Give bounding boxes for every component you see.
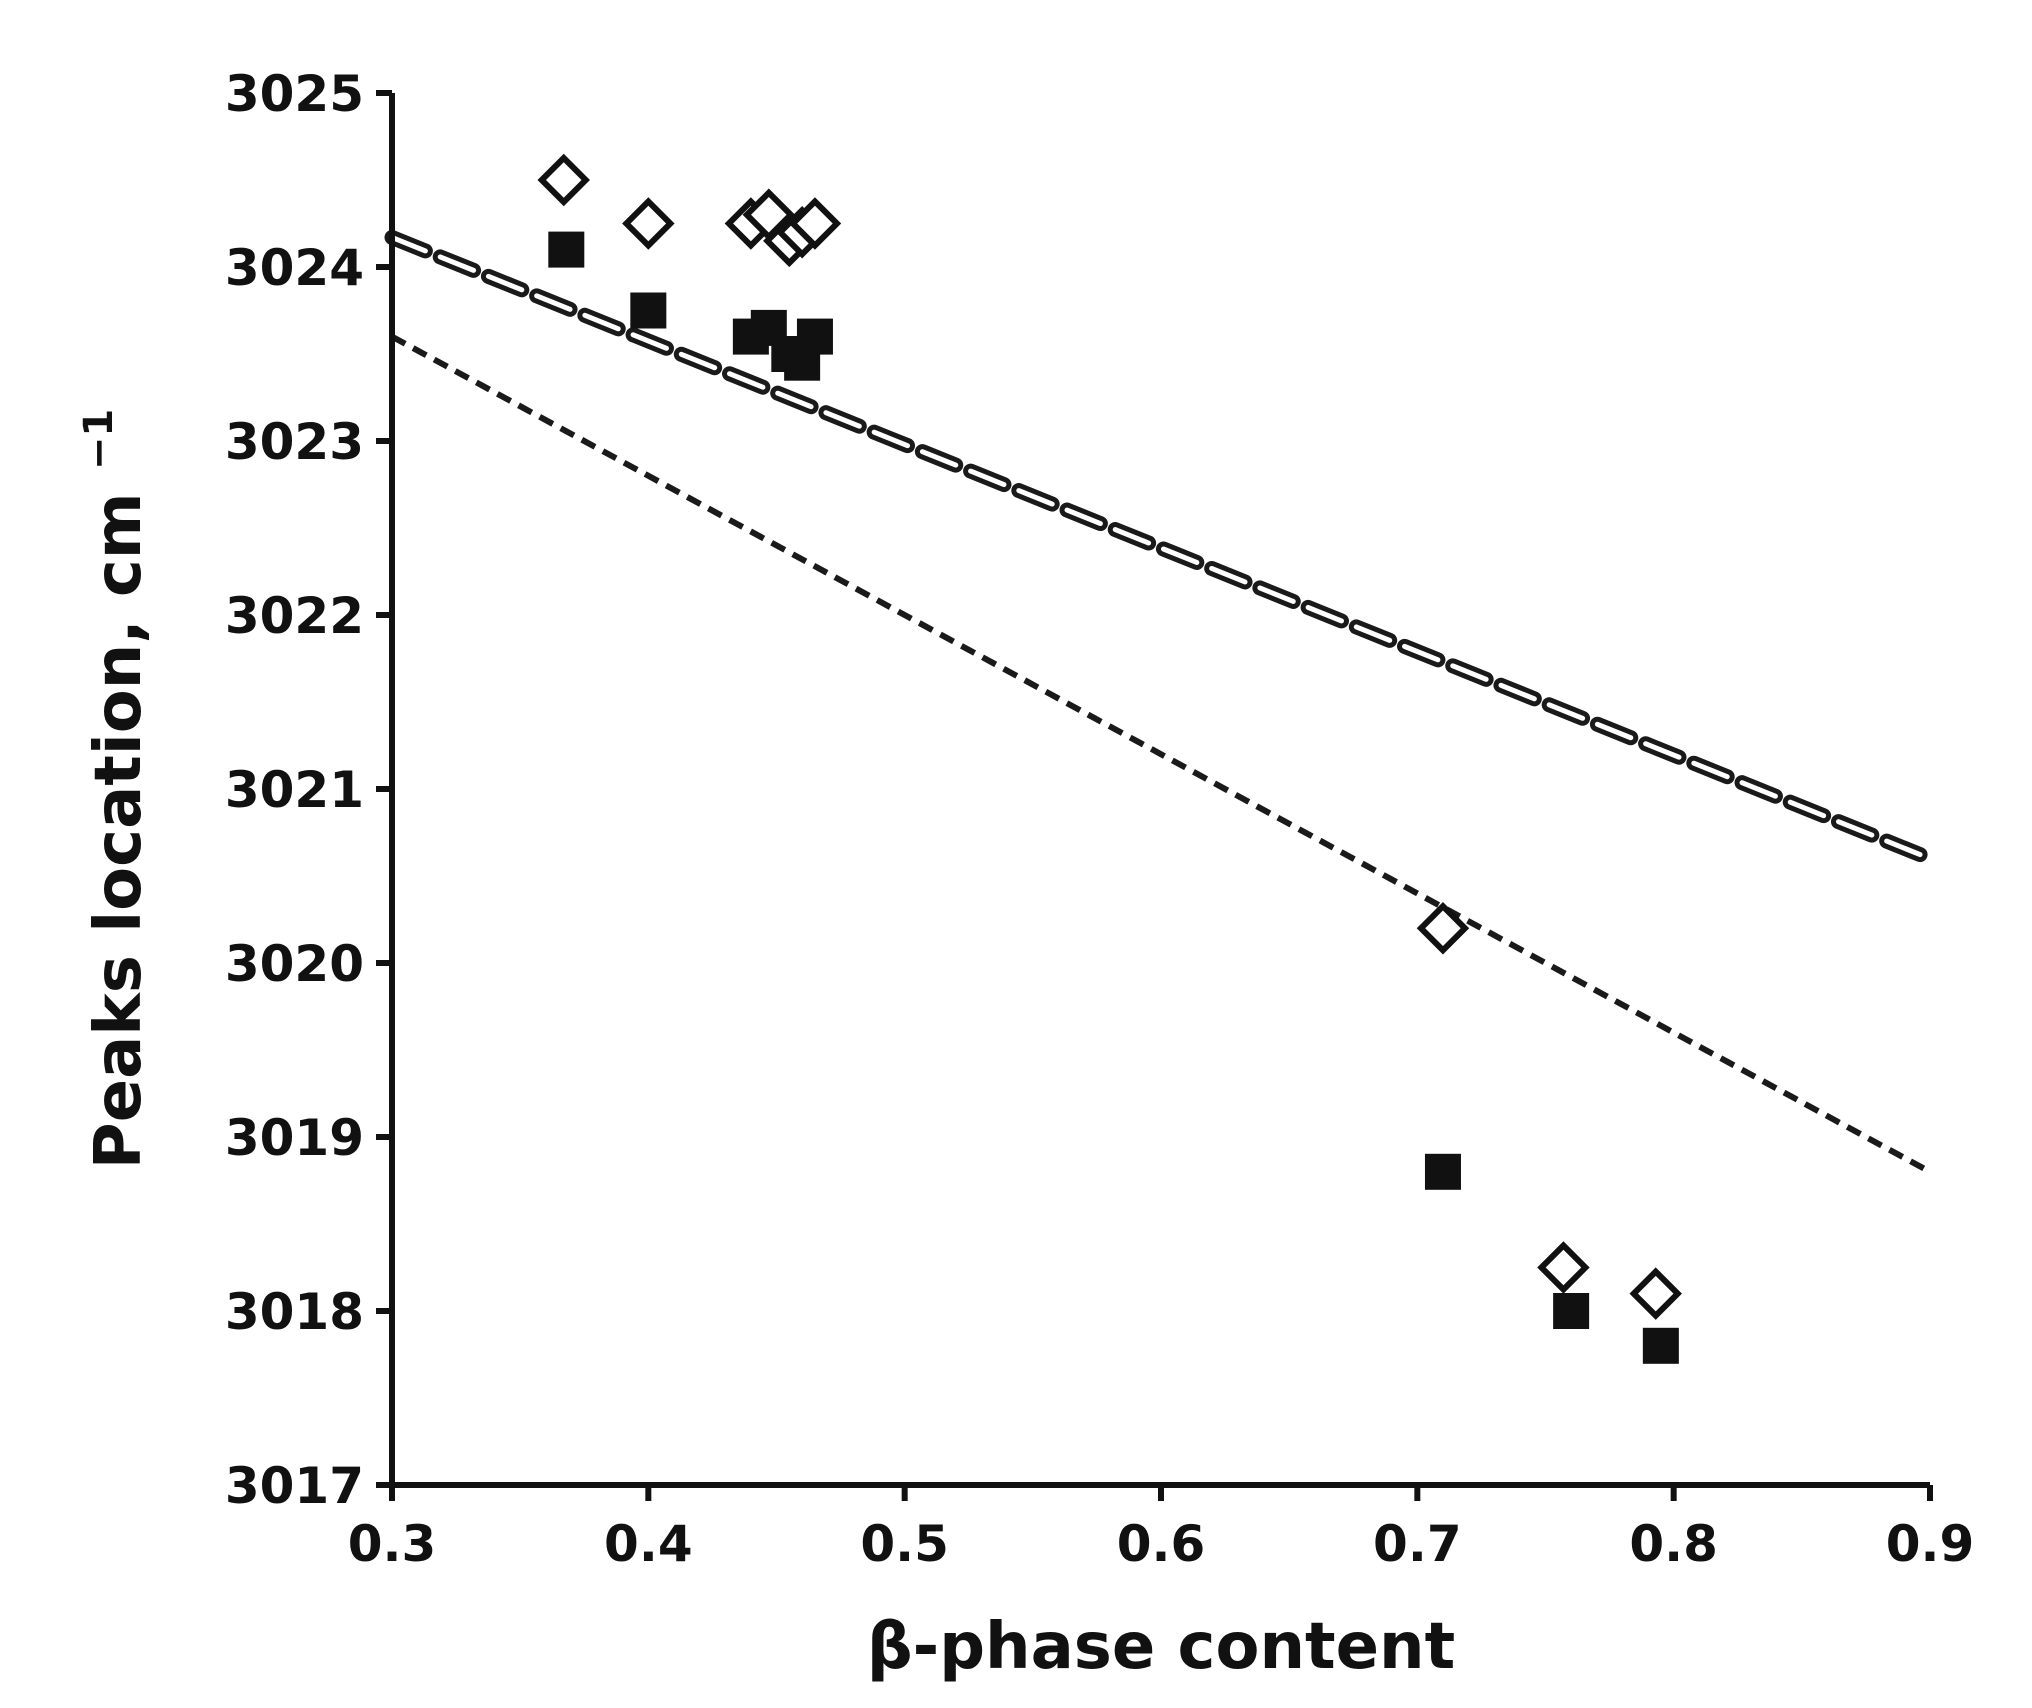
tick-labels: 3017 3018 3019 3020 3021 3022 3023 3024 3025 0.3 0… (225, 65, 1974, 1573)
data-point-square (796, 318, 833, 355)
data-point-square (630, 292, 667, 329)
x-axis-title: β-phase content (867, 1610, 1455, 1684)
x-tick-label: 0.5 (860, 1515, 949, 1573)
data-point-square (1553, 1293, 1590, 1329)
x-tick-label: 0.3 (348, 1515, 437, 1573)
x-tick-label: 0.7 (1373, 1515, 1462, 1573)
y-tick-label: 3017 (225, 1457, 364, 1515)
y-tick-label: 3025 (225, 65, 364, 123)
y-axis-title-superscript: −1 (76, 409, 122, 470)
data-point-square (1424, 1153, 1461, 1190)
x-tick-label: 0.4 (604, 1515, 693, 1573)
axes (376, 90, 1933, 1501)
y-tick-label: 3021 (225, 761, 364, 819)
svg-text:Peaks location, cm −1: Peaks location, cm −1 (76, 409, 156, 1169)
trendline-layer (384, 229, 1938, 1175)
data-point-diamond (537, 153, 590, 207)
x-tick-label: 0.8 (1629, 1515, 1718, 1573)
data-point-diamond (1629, 1267, 1682, 1320)
y-tick-label: 3022 (225, 587, 364, 645)
trendline-2 (390, 333, 1932, 1175)
data-point-diamond (1537, 1241, 1590, 1294)
y-tick-label: 3019 (225, 1109, 364, 1167)
data-point-diamond (622, 197, 675, 250)
data-point-layer (537, 153, 1682, 1364)
y-tick-label: 3018 (225, 1283, 364, 1341)
y-tick-label: 3024 (225, 239, 364, 297)
y-tick-label: 3020 (225, 935, 364, 993)
x-tick-label: 0.9 (1886, 1515, 1975, 1573)
data-point-diamond (788, 197, 842, 250)
data-point-square (1642, 1327, 1679, 1364)
y-axis-title: Peaks location, cm (82, 492, 156, 1169)
trendline-1 (384, 229, 1938, 867)
data-point-diamond (1416, 901, 1470, 955)
trendline-1-inner (389, 234, 1933, 862)
x-tick-label: 0.6 (1117, 1515, 1206, 1573)
y-axis-title-group: Peaks location, cm −1 (76, 409, 156, 1169)
y-tick-label: 3023 (225, 413, 364, 471)
data-point-square (548, 231, 585, 268)
